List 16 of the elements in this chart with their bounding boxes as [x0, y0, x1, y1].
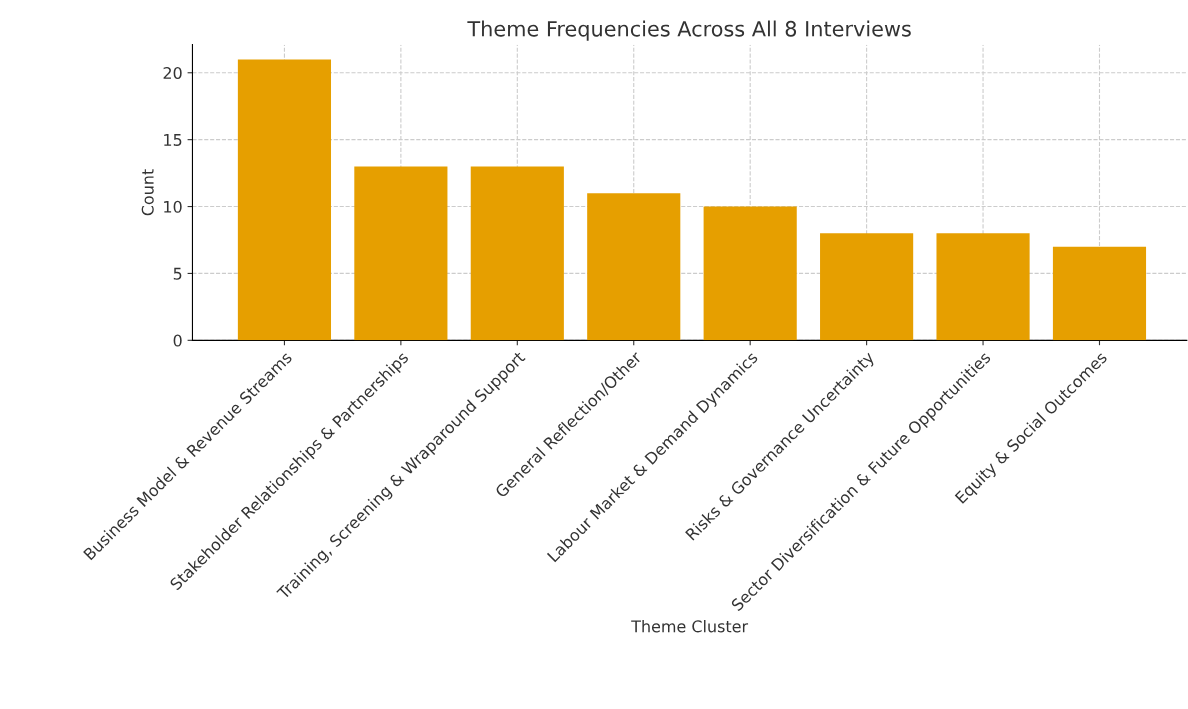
y-tick-label: 15	[164, 134, 182, 146]
bar	[1052, 246, 1147, 341]
bar	[354, 166, 448, 341]
bar	[936, 233, 1030, 341]
bar	[470, 166, 564, 341]
y-tick-label: 5	[173, 267, 182, 280]
bar	[237, 59, 332, 341]
y-axis-title: Count	[141, 169, 154, 216]
chart-title: Theme Frequencies Across All 8 Interviews	[467, 20, 911, 41]
y-tick-label: 0	[173, 334, 182, 347]
bar	[703, 206, 797, 341]
y-tick-label: 10	[164, 200, 182, 213]
x-axis-title: Theme Cluster	[631, 620, 749, 633]
bar	[820, 233, 914, 341]
bar	[587, 193, 681, 341]
y-tick-label: 20	[163, 66, 182, 80]
